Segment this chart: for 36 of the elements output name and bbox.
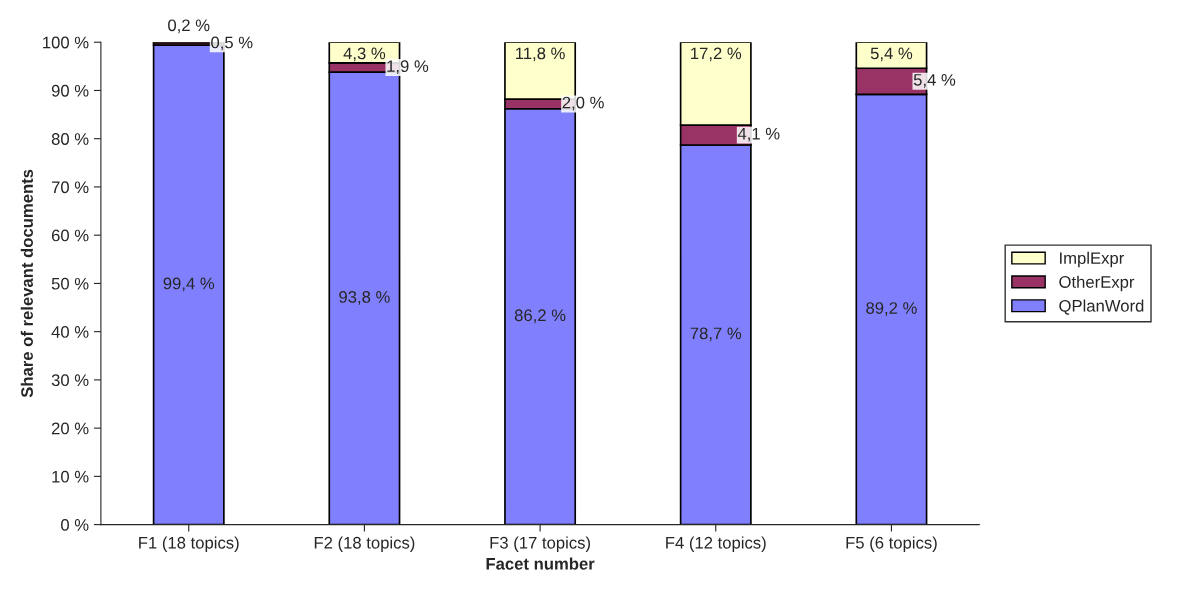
y-tick-label: 60 % — [51, 229, 89, 242]
x-tick-label: F4 (12 topics) — [666, 536, 766, 552]
data-label: 0,2 % — [168, 19, 210, 34]
legend-label: OtherExpr — [1059, 275, 1135, 292]
data-label: 11,8 % — [516, 47, 565, 62]
y-tick-label: 10 % — [52, 470, 89, 483]
x-tick-label: F3 (17 topics) — [490, 536, 590, 552]
y-tick-label: 70 % — [51, 181, 89, 194]
data-label: 78,7 % — [690, 327, 742, 342]
y-tick-label: 30 % — [51, 374, 89, 387]
y-tick-label: 50 % — [51, 277, 89, 290]
y-tick-label: 0 % — [61, 519, 89, 531]
data-label: 5,4 % — [913, 74, 956, 88]
data-label: 0,5 % — [211, 36, 253, 51]
data-label: 17,2 % — [691, 47, 742, 62]
legend-label: QPlanWord — [1059, 299, 1144, 315]
y-tick-label: 100 % — [43, 36, 89, 49]
data-label: 1,9 % — [387, 60, 429, 74]
data-label: 89,2 % — [866, 302, 917, 316]
x-axis-title: Facet number — [486, 557, 595, 570]
x-tick-label: F2 (18 topics) — [314, 536, 415, 552]
x-tick-label: F1 (18 topics) — [139, 536, 239, 552]
legend-label: ImplExpr — [1060, 251, 1124, 268]
data-label: 4,1 % — [737, 127, 780, 142]
data-label: 4,3 % — [343, 47, 386, 62]
data-label: 86,2 % — [514, 309, 566, 324]
data-label: 2,0 % — [562, 96, 604, 111]
y-tick-label: 40 % — [51, 326, 89, 338]
data-label: 93,8 % — [339, 291, 390, 305]
data-label: 99,4 % — [163, 277, 215, 292]
data-label: 5,4 % — [870, 47, 913, 62]
y-tick-label: 90 % — [51, 84, 89, 97]
y-tick-label: 20 % — [51, 422, 89, 435]
y-tick-label: 80 % — [51, 133, 89, 145]
y-axis-title: Share of relevant documents — [20, 169, 33, 398]
x-tick-label: F5 (6 topics) — [846, 536, 937, 552]
